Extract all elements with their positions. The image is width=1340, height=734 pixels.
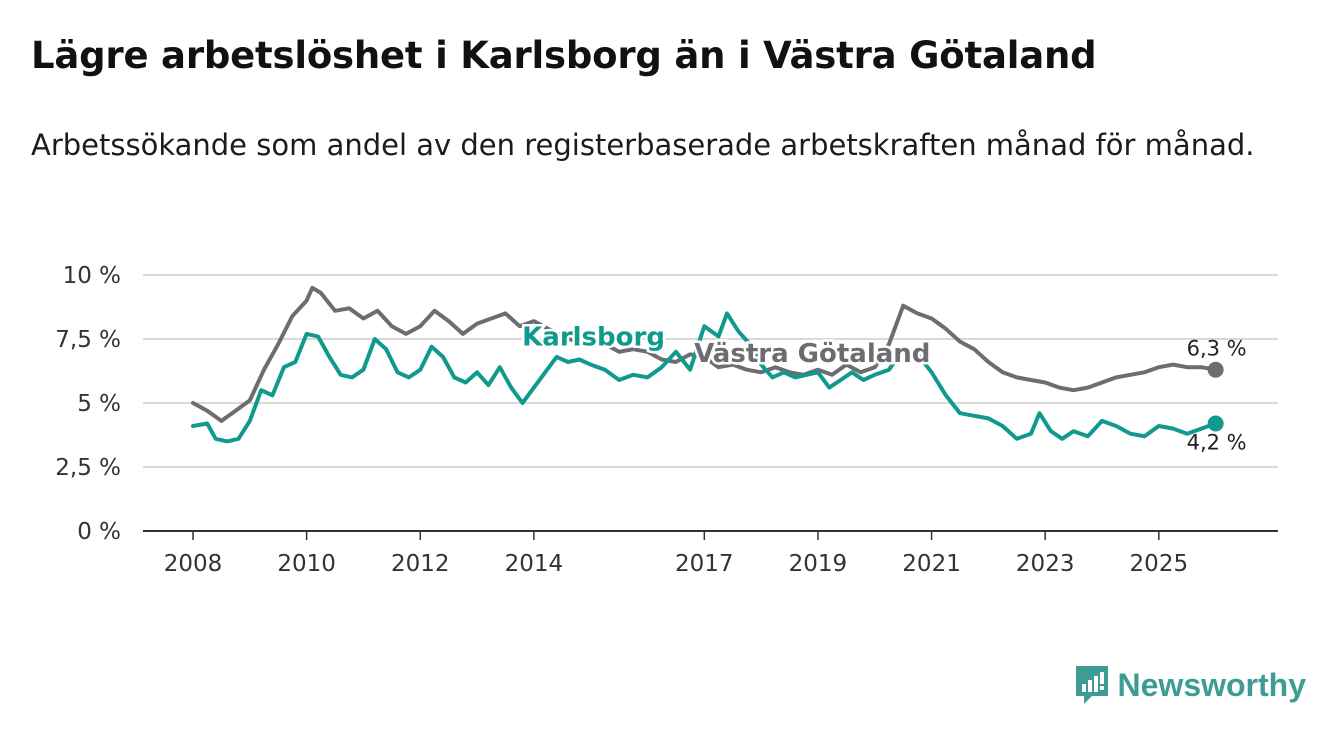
x-axis-ticks: 2008 2010 2012 2014 2017 2019 2021 2023 2025 xyxy=(164,531,1188,577)
karlsborg-end-point xyxy=(1207,415,1224,432)
x-tick-label: 2017 xyxy=(675,551,734,577)
series-lines xyxy=(191,285,1224,444)
x-tick-label: 2025 xyxy=(1130,551,1189,577)
x-tick-label: 2010 xyxy=(277,551,336,577)
y-tick-label: 7,5 % xyxy=(55,327,121,353)
karlsborg-line xyxy=(191,311,1218,444)
x-tick-label: 2008 xyxy=(164,551,223,577)
karlsborg-end-value-label: 4,2 % xyxy=(1187,430,1247,454)
y-tick-label: 5 % xyxy=(77,391,121,417)
x-tick-label: 2021 xyxy=(902,551,961,577)
v-stra-g-taland-end-point xyxy=(1207,361,1224,378)
v-stra-g-taland-series-label: Västra Götaland xyxy=(694,339,930,369)
x-tick-label: 2019 xyxy=(789,551,848,577)
y-tick-label: 2,5 % xyxy=(55,455,121,481)
y-tick-label: 10 % xyxy=(63,263,121,289)
grid-lines xyxy=(143,274,1278,532)
x-tick-label: 2014 xyxy=(505,551,564,577)
x-tick-label: 2012 xyxy=(391,551,450,577)
y-axis-ticks: 0 % 2,5 % 5 % 7,5 % 10 % xyxy=(55,263,121,545)
karlsborg-series-label: Karlsborg xyxy=(522,322,665,352)
chart-title: Lägre arbetslöshet i Karlsborg än i Väst… xyxy=(31,34,1097,77)
v-stra-g-taland-end-value-label: 6,3 % xyxy=(1187,337,1247,361)
y-tick-label: 0 % xyxy=(77,519,121,545)
newsworthy-logo-text: Newsworthy xyxy=(1117,666,1306,703)
newsworthy-logo: Newsworthy xyxy=(1074,664,1306,706)
newsworthy-logo-icon xyxy=(1075,666,1108,704)
series-labels: 6,3 % 4,2 % Karlsborg Västra Götaland xyxy=(520,320,1247,455)
v-stra-g-taland-line xyxy=(191,285,1218,423)
chart-subtitle: Arbetssökande som andel av den registerb… xyxy=(31,128,1255,162)
x-tick-label: 2023 xyxy=(1016,551,1075,577)
